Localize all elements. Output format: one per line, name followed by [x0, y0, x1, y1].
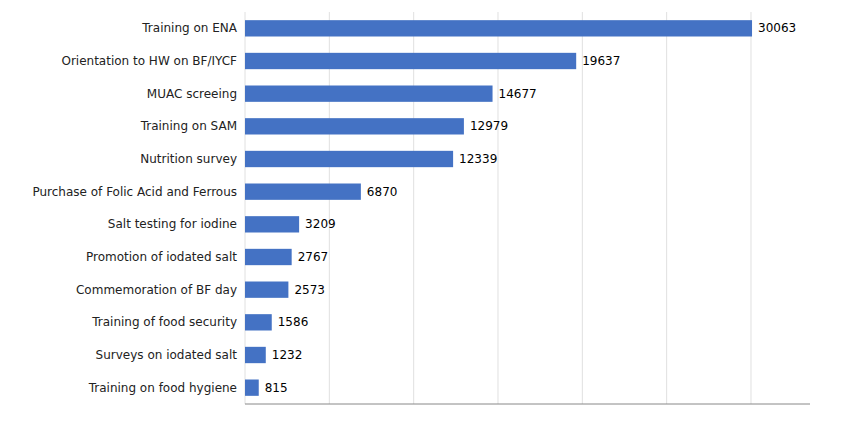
- bar: [245, 118, 464, 134]
- category-label: Purchase of Folic Acid and Ferrous: [32, 185, 237, 199]
- bar: [245, 20, 752, 36]
- category-label: Training on SAM: [140, 119, 237, 133]
- data-label: 2573: [294, 283, 325, 297]
- data-label: 1232: [272, 348, 303, 362]
- category-label: Training of food security: [91, 315, 237, 329]
- grid-line: [413, 12, 414, 404]
- data-label: 3209: [305, 217, 336, 231]
- grid-line: [582, 12, 583, 404]
- bar: [245, 216, 299, 232]
- data-label: 19637: [582, 54, 620, 68]
- bar: [245, 282, 288, 298]
- bar: [245, 86, 493, 102]
- data-label: 14677: [499, 87, 537, 101]
- category-label: Commemoration of BF day: [76, 283, 237, 297]
- grid-line: [245, 12, 246, 404]
- grid-line: [750, 12, 751, 404]
- bar: [245, 184, 361, 200]
- category-label: Nutrition survey: [140, 152, 237, 166]
- chart-container: Training on food hygiene Surveys on iodat…: [0, 0, 855, 426]
- data-label: 12339: [459, 152, 497, 166]
- grid: [245, 12, 751, 404]
- data-label: 1586: [278, 315, 309, 329]
- bar: [245, 380, 259, 396]
- bar: [245, 53, 576, 69]
- grid-line: [329, 12, 330, 404]
- data-label: 6870: [367, 185, 398, 199]
- category-label: Promotion of iodated salt: [86, 250, 237, 264]
- category-label: Orientation to HW on BF/IYCF: [61, 54, 237, 68]
- category-label: Salt testing for iodine: [108, 217, 237, 231]
- grid-line: [497, 12, 498, 404]
- grid-line: [666, 12, 667, 404]
- bar: [245, 347, 266, 363]
- bar: [245, 314, 272, 330]
- category-label: MUAC screeing: [147, 87, 237, 101]
- data-label: 12979: [470, 119, 508, 133]
- category-label: Surveys on iodated salt: [96, 348, 238, 362]
- x-axis-line: [245, 404, 810, 405]
- bar: [245, 151, 453, 167]
- category-label: Training on ENA: [141, 21, 237, 35]
- bar: [245, 249, 292, 265]
- category-label: Training on food hygiene: [88, 381, 237, 395]
- data-label: 30063: [758, 21, 796, 35]
- data-label: 2767: [298, 250, 329, 264]
- chart: Training on food hygiene Surveys on iodat…: [0, 0, 855, 426]
- bars: [245, 20, 752, 396]
- data-label: 815: [265, 381, 288, 395]
